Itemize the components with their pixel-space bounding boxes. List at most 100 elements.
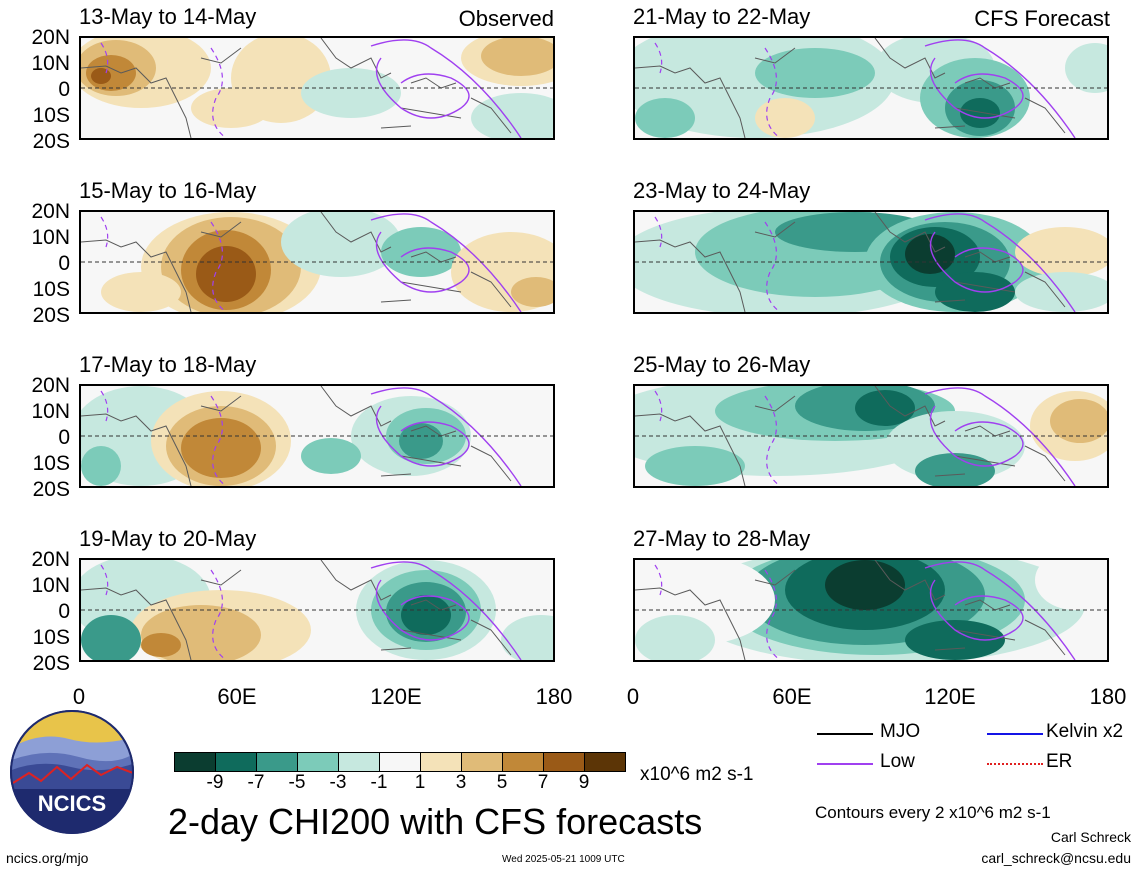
legend-mjo-label: MJO [880,721,921,742]
chi200-anomaly-region [905,620,1005,660]
lat-label: 10S [32,104,70,127]
colorbar-swatch [256,752,298,772]
lon-label: 60E [217,684,257,709]
low-contour-negative [100,42,227,138]
low-contour [370,561,522,660]
chi200-anomaly-region [81,615,141,660]
forecast-map-panel [633,384,1109,488]
colorbar-swatch [174,752,216,772]
chi200-anomaly-region [511,277,553,307]
chi200-anomaly-region [91,68,111,84]
lat-label: 0 [58,600,70,623]
footer-author: Carl Schreck [1050,829,1131,845]
coastline [81,38,512,138]
legend-low-label: Low [880,751,915,772]
chi200-anomaly-region [825,560,905,610]
figure-title: 2-day CHI200 with CFS forecasts [168,801,703,842]
colorbar-label: 5 [496,772,508,793]
panel-title: 17-May to 18-May [79,352,257,377]
logo-text: NCICS [38,791,106,816]
coastline [81,386,512,486]
colorbar-swatch [543,752,585,772]
lat-label: 10N [31,226,70,249]
ncics-logo: NCICS [9,709,135,835]
legend-er-label: ER [1046,751,1073,772]
lat-label: 10N [31,52,70,75]
low-contour [924,213,1076,312]
colorbar-label: -7 [247,772,265,793]
forecast-map-panel [633,558,1109,662]
colorbar-swatch [379,752,421,772]
chi200-anomaly-region [481,38,553,76]
chi200-anomaly-region [645,446,745,486]
chi200-anomaly-region [281,212,401,277]
colorbar-swatch [215,752,257,772]
low-contour [924,39,1076,138]
chi200-anomaly-region [755,98,815,138]
colorbar-label: 1 [414,772,426,793]
chi200-anomaly-region [401,595,451,635]
chi200-anomaly-region [101,272,181,312]
observed-map-panel [79,210,555,314]
panel-title: 15-May to 16-May [79,178,257,203]
colorbar-label: 7 [537,772,549,793]
lat-label: 20S [32,130,70,153]
colorbar-label: 9 [578,772,590,793]
colorbar-swatch [297,752,339,772]
lat-label: 20N [31,374,70,397]
chi200-anomaly-region [471,93,553,138]
forecast-map-panel [633,210,1109,314]
chi200-anomaly-region [635,98,695,138]
panel-title: 25-May to 26-May [633,352,811,377]
low-contour-negative [654,42,781,138]
footer-email: carl_schreck@ncsu.edu [981,850,1131,866]
lat-label: 10S [32,452,70,475]
panel-tag: CFS Forecast [974,6,1110,31]
chi200-anomaly-region [905,234,955,274]
colorbar-swatch [502,752,544,772]
panel-title: 21-May to 22-May [633,4,811,29]
lat-label: 10N [31,574,70,597]
colorbar-swatch [338,752,380,772]
low-contour [924,387,1076,486]
colorbar-label: -1 [370,772,388,793]
panel-tag: Observed [458,6,554,31]
chi200-anomaly-region [196,246,256,302]
observed-map-panel [79,384,555,488]
lon-label: 0 [72,684,86,709]
colorbar-swatch [461,752,503,772]
low-contour-negative [654,564,781,660]
footer-url: ncics.org/mjo [6,850,89,866]
coastline [635,212,1066,312]
chi200-anomaly-region [141,633,181,657]
contours-note: Contours every 2 x10^6 m2 s-1 [815,803,1051,822]
lat-label: 20S [32,304,70,327]
observed-map-panel [79,558,555,662]
chi200-anomaly-region [399,423,443,459]
lat-label: 0 [58,252,70,275]
lat-label: 10S [32,278,70,301]
chi200-anomaly-region [481,386,553,466]
lat-label: 20S [32,652,70,675]
footer-timestamp: Wed 2025-05-21 1009 UTC [502,854,625,865]
lat-label: 0 [58,78,70,101]
low-contour [370,213,522,312]
chi200-anomaly-region [755,48,875,98]
lon-label: 120E [370,684,422,709]
forecast-map-panel [633,36,1109,140]
colorbar-label: 3 [455,772,467,793]
low-contour [370,387,522,486]
lon-label: 180 [535,684,573,709]
colorbar-units: x10^6 m2 s-1 [640,764,754,785]
lat-label: 20N [31,200,70,223]
lat-label: 20S [32,478,70,501]
chi200-anomaly-region [635,615,715,660]
chi200-anomaly-region [81,446,121,486]
colorbar-swatch [584,752,626,772]
coastline [635,38,1066,138]
chi200-anomaly-region [181,418,261,478]
lat-label: 10S [32,626,70,649]
lon-label: 120E [924,684,976,709]
chi200-anomaly-region [381,227,461,277]
colorbar-label: -3 [329,772,347,793]
